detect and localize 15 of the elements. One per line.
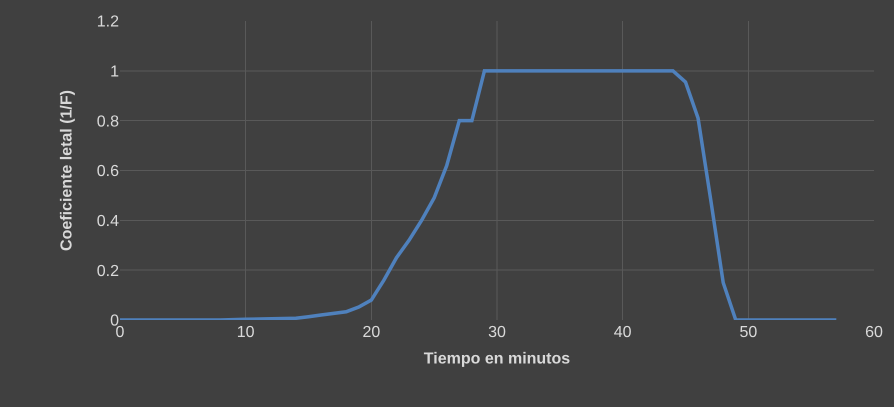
y-axis-title: Coeficiente letal (1/F) — [58, 90, 76, 251]
x-tick-label: 60 — [865, 324, 883, 341]
y-tick-label: 0.4 — [96, 212, 120, 230]
x-tick-label: 50 — [739, 324, 758, 341]
line-series — [120, 69, 838, 320]
x-axis-title: Tiempo en minutos — [424, 350, 570, 368]
y-tick-label: 0.8 — [96, 113, 120, 130]
x-tick-label: 20 — [362, 324, 380, 341]
x-tick-label: 30 — [488, 324, 506, 341]
y-tick-label: 0.6 — [96, 163, 120, 180]
y-tick-label: 1 — [110, 63, 120, 80]
y-tick-label: 0.2 — [96, 262, 120, 280]
x-tick-label: 10 — [236, 324, 255, 341]
y-tick-label: 1.2 — [96, 14, 120, 31]
x-tick-label: 40 — [614, 324, 632, 341]
